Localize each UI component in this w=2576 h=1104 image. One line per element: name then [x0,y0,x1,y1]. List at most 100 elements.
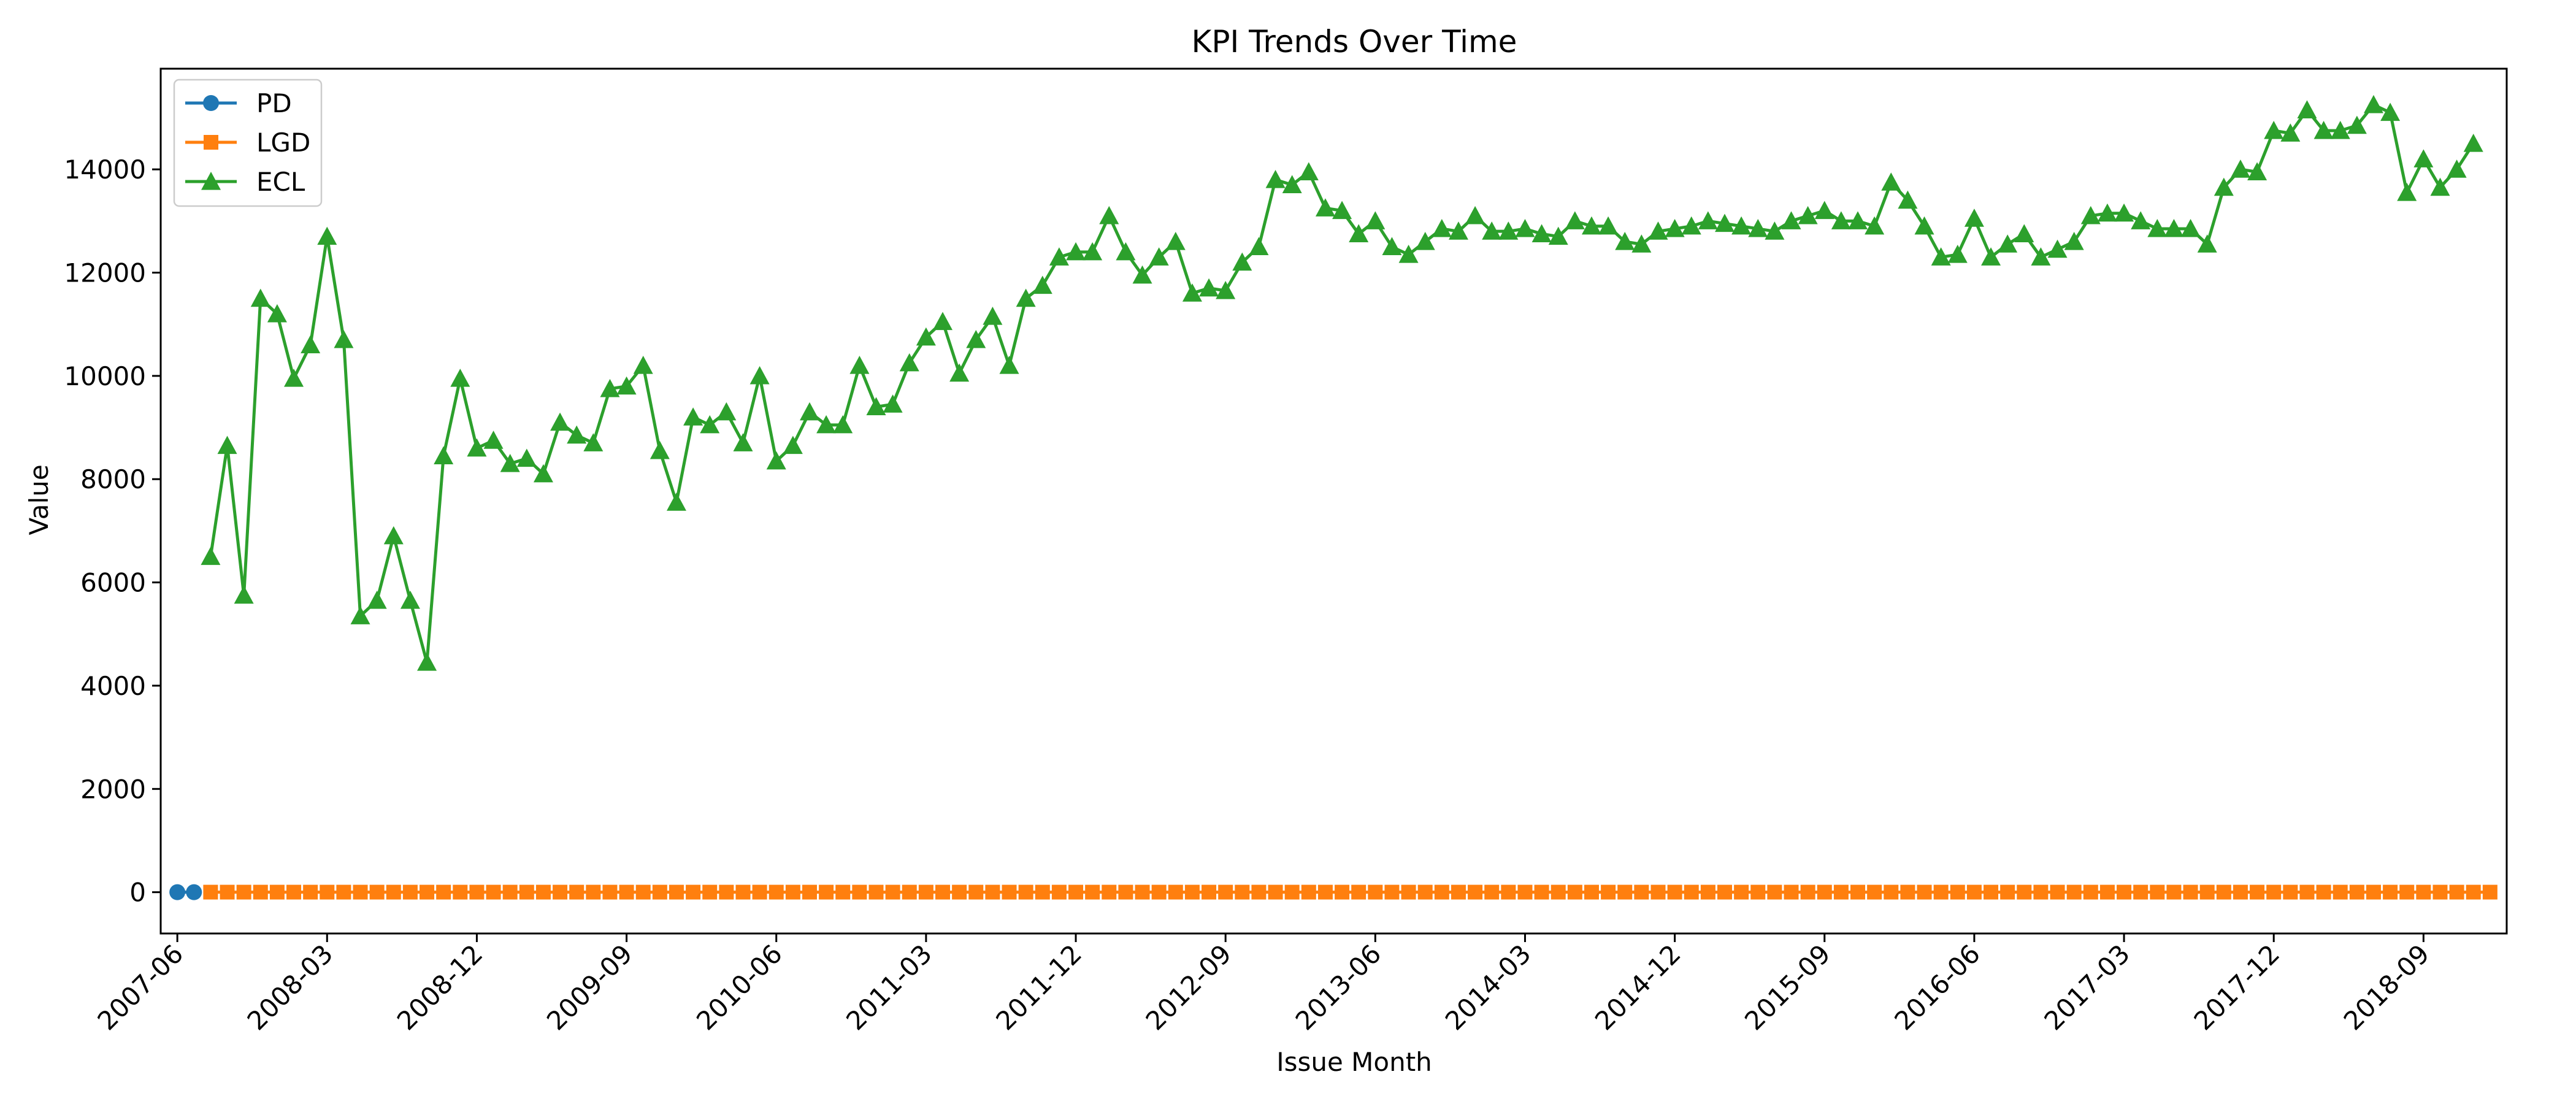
data-point [1384,884,1400,900]
data-point [2131,211,2151,229]
data-point [1349,224,1369,242]
data-point [350,606,370,624]
data-point [1149,247,1169,266]
data-point [918,884,933,900]
data-point [336,884,351,900]
data-point [236,884,251,900]
data-point [220,884,235,900]
data-point [284,369,304,387]
data-point [733,433,753,451]
data-point [2416,884,2431,900]
data-point [453,884,468,900]
y-tick-label: 10000 [64,361,146,391]
data-point [952,884,967,900]
data-point [483,431,504,449]
data-point [1950,884,1965,900]
data-point [2366,884,2381,900]
data-point [616,376,637,395]
data-point [1415,232,1435,250]
data-point [783,435,803,454]
data-point [369,884,385,900]
legend-entry-pd: PD [185,88,292,118]
data-point [1448,221,1468,240]
data-point [1432,218,1452,237]
data-point [2283,884,2298,900]
data-point [2333,884,2348,900]
axes-frame [159,67,2508,935]
data-point [203,884,218,900]
data-point [1765,221,1785,240]
data-point [550,412,570,431]
data-point [749,366,770,385]
data-point [1798,205,1818,224]
data-point [1731,216,1752,235]
x-tick-label: 2014-03 [1439,938,1537,1036]
data-point [1814,201,1834,220]
data-point [752,884,767,900]
data-point [716,402,737,421]
data-point [1315,198,1335,217]
data-point [1917,884,1932,900]
data-point [1184,884,1200,900]
data-point [400,591,420,609]
data-point [1650,884,1666,900]
data-point [417,653,437,671]
data-point [1734,884,1749,900]
data-point [2363,94,2383,113]
data-point [669,884,684,900]
data-point [2482,884,2497,900]
data-point [1781,211,1801,229]
data-point [1417,884,1433,900]
data-point [835,884,851,900]
data-point [702,884,718,900]
legend-marker [203,95,219,111]
data-point [2033,884,2049,900]
x-axis-title: Issue Month [1276,1047,1432,1077]
data-point [2197,234,2217,253]
data-point [650,440,670,459]
data-point [1085,884,1100,900]
legend-marker [204,135,218,150]
data-point [766,451,786,470]
data-point [1900,884,1915,900]
data-point [1567,884,1582,900]
legend-entry-lgd: LGD [185,128,310,158]
data-point [1382,237,1402,256]
data-point [2466,884,2481,900]
data-point [2164,218,2184,237]
data-point [2347,115,2367,134]
data-point [1881,172,1901,191]
y-axis: 0 2000 4000 6000 8000 10000 12000 14000 [64,155,161,908]
data-point [852,884,867,900]
series-line [209,103,2475,664]
data-point [1216,280,1236,299]
legend-label: PD [256,88,292,118]
legend-marker [201,172,221,190]
y-tick-label: 2000 [80,774,146,804]
data-point [2047,239,2068,258]
data-point [1249,237,1269,256]
data-point [1598,216,1619,235]
data-point [2050,884,2065,900]
data-point [1884,884,1899,900]
data-point [1066,242,1086,261]
data-point [2114,203,2134,222]
legend: PD LGD ECL [173,79,323,207]
data-point [2380,102,2401,121]
data-point [2397,183,2417,201]
data-point [2214,177,2234,196]
data-point [353,884,368,900]
data-point [799,402,819,421]
data-point [486,884,501,900]
x-tick-label: 2012-09 [1140,938,1237,1036]
data-point [2280,123,2301,142]
data-point [1284,884,1300,900]
y-axis-title: Value [24,464,54,535]
data-point [849,356,870,374]
data-point [2199,884,2215,900]
data-point [1784,884,1799,900]
data-point [1631,234,1652,253]
data-point [1035,884,1050,900]
x-tick-label: 2014-12 [1589,938,1687,1036]
data-point [1933,884,1949,900]
